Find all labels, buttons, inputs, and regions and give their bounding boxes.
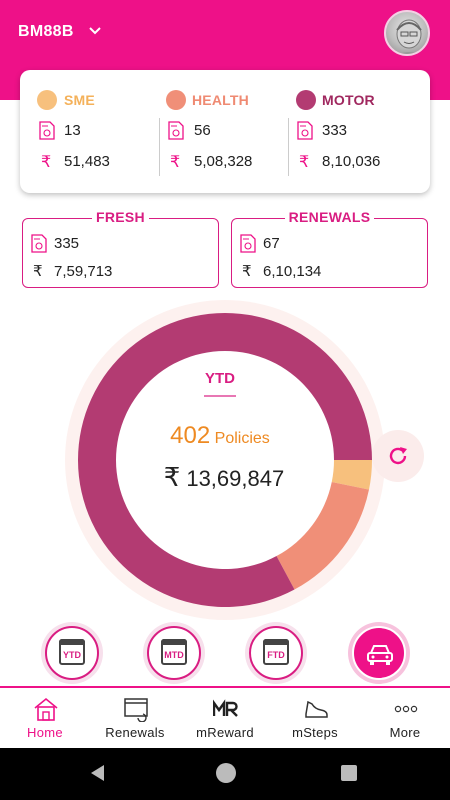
- renewals-count: 67: [263, 235, 280, 252]
- health-summary[interactable]: HEALTH 56 ₹ 5,08,328: [160, 70, 290, 193]
- nav-msteps-label: mSteps: [292, 725, 338, 740]
- donut-amount-value: 13,69,847: [186, 466, 285, 491]
- health-color-dot: [166, 90, 186, 110]
- ytd-button[interactable]: YTD: [45, 626, 99, 680]
- policy-document-icon: [297, 121, 313, 140]
- motor-summary[interactable]: MOTOR 333 ₹ 8,10,036: [290, 70, 430, 193]
- rupee-icon: ₹: [299, 154, 310, 171]
- nav-mreward[interactable]: mReward: [180, 688, 270, 748]
- avatar[interactable]: [384, 10, 430, 56]
- policy-document-icon: [240, 234, 256, 253]
- sme-summary[interactable]: SME 13 ₹ 51,483: [20, 70, 160, 193]
- chevron-down-icon[interactable]: [88, 24, 102, 38]
- donut-svg: [65, 300, 385, 620]
- fresh-amount: 7,59,713: [54, 263, 113, 280]
- car-icon: [367, 645, 393, 665]
- shoe-icon: [305, 700, 328, 718]
- sme-color-dot: [37, 90, 57, 110]
- rupee-icon: ₹: [163, 462, 181, 492]
- motor-color-dot: [296, 90, 316, 110]
- donut-amount: ₹13,69,847: [0, 462, 448, 493]
- policy-donut-chart[interactable]: [60, 295, 390, 625]
- refresh-icon: [389, 447, 407, 465]
- mtd-button[interactable]: MTD: [147, 626, 201, 680]
- health-amount: 5,08,328: [194, 153, 253, 170]
- nav-more[interactable]: More: [360, 688, 450, 748]
- motor-label: MOTOR: [322, 92, 375, 108]
- policy-document-icon: [39, 121, 55, 140]
- donut-period-label: YTD: [205, 370, 235, 387]
- user-code[interactable]: BM88B: [18, 23, 74, 40]
- motor-amount: 8,10,036: [322, 153, 381, 170]
- back-icon[interactable]: [91, 765, 104, 781]
- sme-count: 13: [64, 122, 81, 139]
- sme-label: SME: [64, 92, 95, 108]
- nav-renewals[interactable]: Renewals: [90, 688, 180, 748]
- nav-msteps[interactable]: mSteps: [270, 688, 360, 748]
- fresh-box[interactable]: FRESH 335 ₹ 7,59,713: [22, 209, 219, 288]
- calendar-icon: [263, 639, 289, 665]
- period-underline: [204, 395, 236, 397]
- donut-segment-sme[interactable]: [331, 460, 372, 490]
- motor-count: 333: [322, 122, 348, 139]
- health-count: 56: [194, 122, 211, 139]
- calendar-icon: [161, 639, 187, 665]
- policy-document-icon: [31, 234, 47, 253]
- rupee-icon: ₹: [170, 154, 181, 171]
- renewals-amount: 6,10,134: [263, 263, 322, 280]
- nav-divider: [0, 686, 450, 688]
- renewals-title: RENEWALS: [232, 209, 427, 227]
- renewals-icon: [124, 698, 148, 722]
- renewals-box[interactable]: RENEWALS 67 ₹ 6,10,134: [231, 209, 428, 288]
- divider: [159, 118, 160, 176]
- category-summary-card: SME 13 ₹ 51,483 HEALTH 56 ₹ 5,08,328 MOT…: [20, 70, 430, 193]
- mreward-logo-icon: [213, 699, 238, 717]
- fresh-count: 335: [54, 235, 80, 252]
- refresh-button[interactable]: [372, 430, 424, 482]
- ftd-button[interactable]: FTD: [249, 626, 303, 680]
- ytd-button-label: YTD: [63, 650, 81, 660]
- nav-home-label: Home: [27, 725, 63, 740]
- fresh-title: FRESH: [23, 209, 218, 227]
- donut-segment-health[interactable]: [276, 481, 369, 590]
- nav-home[interactable]: Home: [0, 688, 90, 748]
- recent-apps-icon[interactable]: [341, 765, 357, 781]
- policies-count: 402: [170, 422, 211, 449]
- bottom-nav: Home Renewals mReward mSteps More: [0, 688, 450, 748]
- more-dots-icon: [394, 705, 418, 713]
- health-label: HEALTH: [192, 92, 249, 108]
- rupee-icon: ₹: [41, 154, 52, 171]
- nav-more-label: More: [389, 725, 421, 740]
- nav-mreward-label: mReward: [196, 725, 254, 740]
- policies-word: Policies: [214, 430, 270, 447]
- sme-amount: 51,483: [64, 153, 110, 170]
- home-circle-icon[interactable]: [216, 763, 236, 783]
- rupee-icon: ₹: [242, 263, 252, 280]
- policy-document-icon: [168, 121, 184, 140]
- divider: [288, 118, 289, 176]
- mtd-button-label: MTD: [164, 650, 184, 660]
- calendar-icon: [59, 639, 85, 665]
- nav-renewals-label: Renewals: [105, 725, 165, 740]
- donut-policies: 402 Policies: [0, 422, 440, 450]
- home-icon: [34, 697, 58, 721]
- rupee-icon: ₹: [33, 263, 43, 280]
- ftd-button-label: FTD: [267, 650, 285, 660]
- motor-filter-button[interactable]: [352, 626, 406, 680]
